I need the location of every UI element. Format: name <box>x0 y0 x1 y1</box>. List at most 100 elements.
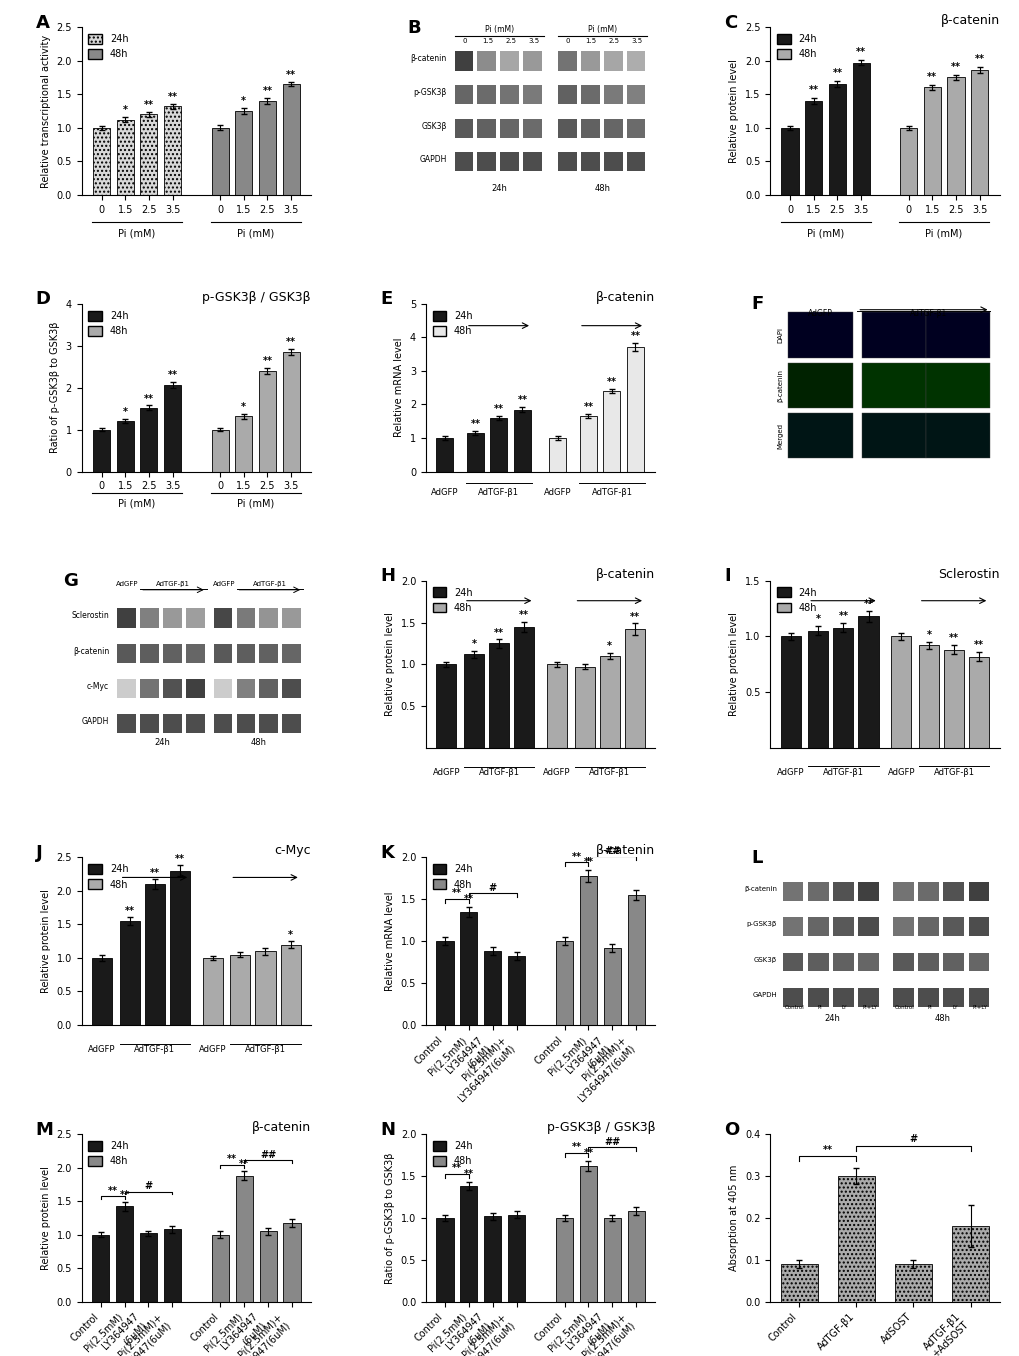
Bar <box>557 85 576 104</box>
Y-axis label: Relative protein level: Relative protein level <box>41 890 51 993</box>
Bar <box>163 609 181 628</box>
Text: **: ** <box>493 404 503 414</box>
Bar <box>500 52 519 71</box>
Bar <box>899 127 916 195</box>
Bar <box>211 127 228 195</box>
Bar <box>782 952 803 971</box>
Y-axis label: Relative transcriptional activity: Relative transcriptional activity <box>41 34 51 187</box>
Text: **: ** <box>451 888 462 899</box>
Text: **: ** <box>144 99 154 110</box>
Bar <box>259 679 278 698</box>
Bar <box>951 1226 988 1302</box>
Bar <box>259 1231 276 1302</box>
Legend: 24h, 48h: 24h, 48h <box>430 862 474 891</box>
Bar <box>282 679 301 698</box>
Y-axis label: Relative mRNA level: Relative mRNA level <box>394 338 404 438</box>
Bar <box>968 987 988 1006</box>
Text: 24h: 24h <box>823 1014 840 1024</box>
Text: c-Myc: c-Myc <box>87 682 109 690</box>
Text: AdGFP: AdGFP <box>887 769 914 777</box>
Text: LY: LY <box>951 1005 957 1010</box>
Text: **: ** <box>519 610 529 620</box>
Text: #: # <box>488 883 496 892</box>
Text: AdTGF-β1: AdTGF-β1 <box>253 582 286 587</box>
Text: β-catenin: β-catenin <box>410 54 446 64</box>
Bar <box>858 952 878 971</box>
Bar <box>861 362 925 408</box>
Bar <box>259 644 278 663</box>
Text: Pi (mM): Pi (mM) <box>236 228 274 239</box>
Bar <box>580 52 599 71</box>
Bar <box>523 118 542 138</box>
Bar <box>603 85 622 104</box>
Bar <box>549 438 566 472</box>
Text: **: ** <box>144 393 154 404</box>
Bar <box>460 1186 477 1302</box>
Text: **: ** <box>167 92 177 102</box>
Bar <box>580 85 599 104</box>
Bar <box>93 430 110 472</box>
Bar <box>92 957 112 1025</box>
Bar <box>833 883 853 900</box>
Text: AdTGF-β1: AdTGF-β1 <box>156 582 191 587</box>
Bar <box>236 715 255 734</box>
Bar <box>523 52 542 71</box>
Text: *: * <box>242 401 246 412</box>
Text: F: F <box>751 296 763 313</box>
Bar <box>943 918 963 936</box>
Bar <box>970 71 987 195</box>
Bar <box>580 152 599 171</box>
Bar <box>858 918 878 936</box>
Bar <box>557 152 576 171</box>
Bar <box>782 987 803 1006</box>
Bar <box>627 895 644 1025</box>
Text: **: ** <box>150 868 160 879</box>
Text: Pi: Pi <box>816 1005 821 1010</box>
Bar <box>603 1218 621 1302</box>
Text: 24h: 24h <box>154 738 170 747</box>
Text: 3.5: 3.5 <box>528 38 539 43</box>
Text: *: * <box>815 614 820 624</box>
Text: p-GSK3β: p-GSK3β <box>746 921 776 928</box>
Bar <box>788 362 852 408</box>
Text: AdTGF-β1: AdTGF-β1 <box>478 769 519 777</box>
Bar <box>140 609 159 628</box>
Bar <box>500 118 519 138</box>
Text: GSK3β: GSK3β <box>753 956 776 963</box>
Bar <box>141 114 157 195</box>
Legend: 24h, 48h: 24h, 48h <box>774 586 818 614</box>
Bar <box>140 644 159 663</box>
Text: **: ** <box>286 71 296 80</box>
Bar <box>140 679 159 698</box>
Bar <box>185 715 205 734</box>
Bar <box>117 715 136 734</box>
Text: β-catenin: β-catenin <box>777 369 784 401</box>
Bar <box>968 656 988 749</box>
Text: AdGFP: AdGFP <box>432 769 460 777</box>
Text: L: L <box>751 849 762 866</box>
Text: **: ** <box>262 357 272 366</box>
Text: AdGFP: AdGFP <box>431 488 459 498</box>
Y-axis label: Ratio of p-GSK3β to GSK3β: Ratio of p-GSK3β to GSK3β <box>50 321 60 453</box>
Text: **: ** <box>262 87 272 96</box>
Text: AdTGF-β1: AdTGF-β1 <box>478 488 519 498</box>
Text: **: ** <box>583 403 593 412</box>
Text: AdTGF-β1: AdTGF-β1 <box>591 488 632 498</box>
Bar <box>235 416 252 472</box>
Text: *: * <box>287 930 292 940</box>
Bar <box>917 952 937 971</box>
Bar <box>119 921 140 1025</box>
Text: ##: ## <box>603 846 620 856</box>
Bar <box>555 1218 573 1302</box>
Bar <box>626 118 645 138</box>
Text: H: H <box>380 567 394 586</box>
Text: **: ** <box>227 1154 237 1165</box>
Bar <box>555 941 573 1025</box>
Bar <box>861 312 925 358</box>
Bar <box>140 1234 157 1302</box>
Bar <box>943 952 963 971</box>
Bar <box>781 127 798 195</box>
Bar <box>484 952 501 1025</box>
Bar <box>116 119 133 195</box>
Bar <box>185 644 205 663</box>
